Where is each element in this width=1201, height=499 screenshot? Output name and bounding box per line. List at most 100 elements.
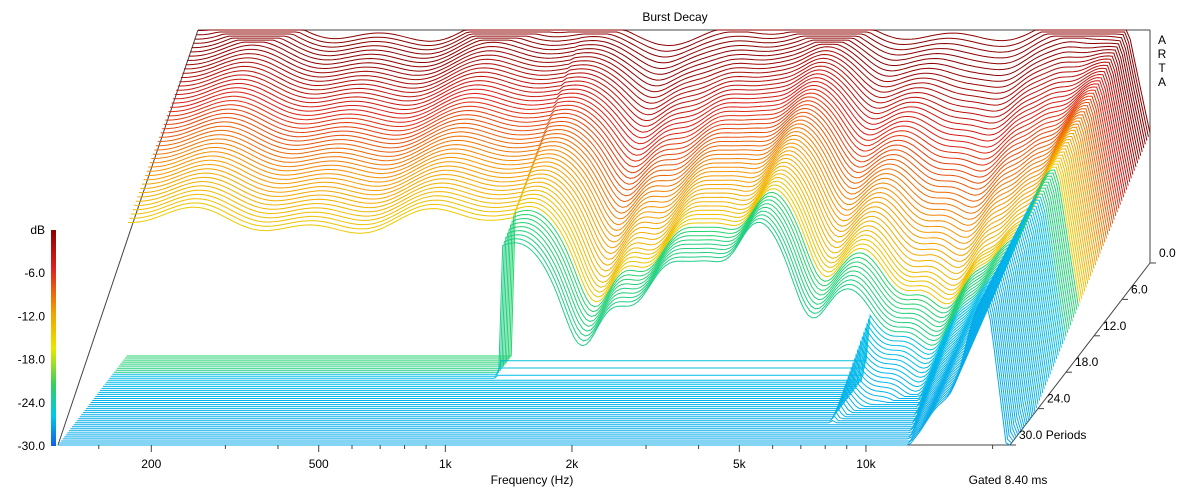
decay-slice — [140, 142, 1093, 273]
decay-slice — [179, 61, 1132, 179]
decay-slice — [110, 199, 1064, 377]
decay-slice — [148, 126, 1101, 254]
decay-slice — [176, 69, 1129, 186]
decay-slice — [101, 217, 1055, 389]
decay-slice — [126, 169, 1079, 357]
z-tick-label: 6.0 — [1131, 282, 1148, 296]
colorbar-tick-label: -30.0 — [18, 439, 46, 453]
decay-slice — [90, 238, 1044, 403]
decay-slice — [190, 39, 1143, 153]
decay-slice — [168, 86, 1121, 205]
decay-slice — [174, 73, 1128, 190]
decay-slice — [87, 244, 1041, 408]
decay-slice — [151, 120, 1104, 247]
decay-slice — [177, 65, 1131, 183]
decay-slice — [123, 175, 1076, 361]
decay-slice — [182, 53, 1135, 171]
decay-slice — [187, 43, 1140, 160]
z-tick-label: 18.0 — [1075, 355, 1099, 369]
colorbar-tick-label: -6.0 — [24, 266, 45, 280]
decay-slice — [149, 123, 1103, 250]
decay-slice — [184, 50, 1137, 168]
gating-label: Gated 8.40 ms — [969, 473, 1048, 487]
decay-slice — [98, 223, 1051, 393]
decay-slice — [79, 259, 1033, 418]
decay-slice — [171, 80, 1125, 198]
decay-slice — [198, 29, 1151, 134]
decay-slice — [106, 208, 1059, 383]
decay-slice — [72, 273, 1025, 428]
decay-slice — [96, 226, 1050, 395]
z-tick-label: 24.0 — [1047, 392, 1071, 406]
colorbar-tick-label: -12.0 — [18, 309, 46, 323]
decay-slice — [188, 41, 1142, 156]
decay-slice — [92, 235, 1045, 401]
decay-slice — [154, 114, 1107, 239]
decay-slice — [159, 105, 1112, 228]
colorbar-tick-label: -24.0 — [18, 396, 46, 410]
decay-slice — [137, 148, 1090, 281]
decay-slice — [62, 291, 1016, 440]
decay-slice — [132, 157, 1086, 292]
x-axis-label: Frequency (Hz) — [491, 473, 574, 487]
decay-slice — [163, 95, 1117, 216]
decay-slice — [64, 288, 1017, 438]
decay-slice — [112, 196, 1065, 375]
decay-slice — [180, 57, 1134, 175]
decay-slice — [145, 132, 1098, 262]
decay-slice — [81, 256, 1034, 416]
colorbar-gradient — [51, 230, 56, 446]
decay-slice — [191, 37, 1145, 149]
x-tick-label: 1k — [439, 457, 453, 471]
z-axis-ticks: 0.0 6.0 12.0 18.0 24.0 30.0 Periods — [1010, 246, 1176, 446]
decay-slice — [194, 33, 1148, 141]
decay-slice — [128, 166, 1081, 305]
z-tick-label: 30.0 Periods — [1019, 428, 1086, 442]
x-axis-ticks: 200 500 1k 2k 5k 10k — [98, 445, 994, 471]
decay-slice — [135, 151, 1089, 284]
decay-slice — [124, 172, 1078, 359]
decay-slice — [67, 282, 1020, 434]
decay-slice — [138, 145, 1092, 277]
decay-slice — [129, 163, 1083, 300]
decay-slices — [58, 29, 1151, 446]
decay-slice — [118, 184, 1072, 367]
z-tick-label: 12.0 — [1103, 319, 1127, 333]
decay-slice — [162, 98, 1115, 220]
x-tick-label: 500 — [309, 457, 329, 471]
decay-slice — [75, 267, 1028, 424]
decay-slice — [59, 297, 1012, 444]
decay-slice — [86, 247, 1039, 410]
decay-slice — [157, 108, 1111, 232]
chart-title: Burst Decay — [642, 10, 707, 24]
decay-slice — [156, 111, 1109, 235]
decay-slice — [114, 193, 1067, 373]
decay-slice — [58, 300, 1011, 446]
decay-slice — [185, 46, 1139, 164]
decay-slice — [117, 187, 1070, 369]
decay-slice — [143, 135, 1097, 265]
decay-slice — [95, 229, 1048, 397]
decay-slice — [152, 117, 1106, 243]
decay-slice — [131, 160, 1084, 296]
decay-slice — [115, 190, 1069, 371]
decay-slice — [93, 232, 1047, 399]
decay-slice — [68, 279, 1022, 432]
decay-slice — [61, 294, 1014, 442]
decay-slice — [70, 276, 1023, 430]
decay-slice — [193, 35, 1146, 145]
decay-slice — [134, 154, 1087, 288]
decay-slice — [142, 138, 1095, 269]
decay-slice — [65, 285, 1019, 436]
colorbar: dB -6.0 -12.0 -18.0 -24.0 -30.0 — [18, 223, 56, 453]
decay-slice — [160, 102, 1114, 224]
x-tick-label: 5k — [733, 457, 747, 471]
decay-slice — [196, 31, 1149, 137]
decay-slice — [89, 241, 1042, 406]
decay-slice — [120, 181, 1073, 365]
decay-slice — [121, 178, 1075, 363]
decay-slice — [146, 129, 1100, 258]
decay-slice — [82, 253, 1036, 414]
